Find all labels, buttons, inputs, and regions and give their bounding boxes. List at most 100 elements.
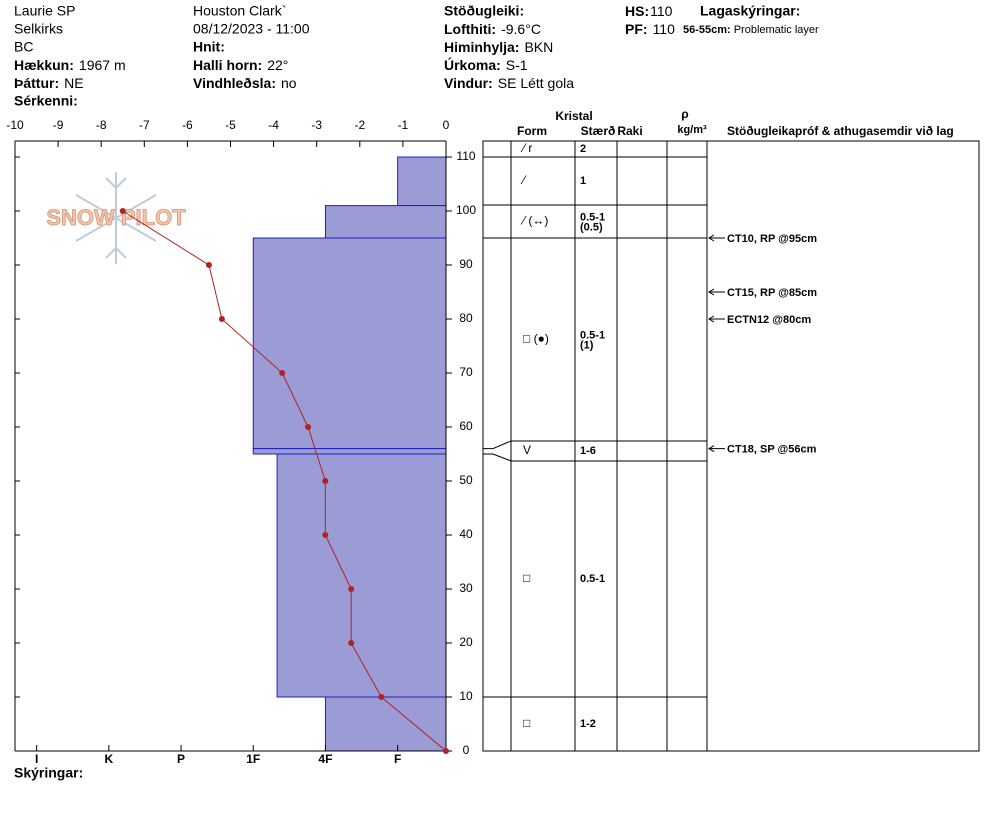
crystal-form: ⁄ r (520, 141, 532, 155)
x-tick-label: -8 (96, 118, 107, 132)
y-tick-label: 70 (459, 365, 473, 379)
field-value: no (281, 75, 297, 91)
hardness-bar (276, 453, 447, 698)
y-tick-label: 0 (463, 743, 470, 757)
temperature-point (378, 694, 385, 700)
legend-title: Lagaskýringar: (700, 3, 800, 19)
temperature-point (119, 208, 126, 214)
heading: Form (517, 124, 547, 138)
hardness-bar (252, 237, 447, 450)
hardness-tick-label: P (177, 752, 185, 766)
field-label: Hækkun: (14, 57, 74, 73)
crystal-form: □ (523, 716, 530, 730)
hardness-bar (397, 156, 447, 207)
x-tick-label: -2 (354, 118, 365, 132)
crystal-size: 0.5-1 (580, 329, 605, 341)
y-tick-label: 40 (459, 527, 473, 541)
features-label: Sérkenni: (14, 93, 78, 109)
slope: Halli horn: 22° (193, 57, 288, 73)
wind-loading: Vindhleðsla: no (193, 75, 297, 91)
connector (483, 453, 512, 462)
crystal-form: ⁄ (520, 173, 527, 187)
field-label: Úrkoma: (444, 56, 501, 73)
field-label: Vindhleðsla: (193, 75, 276, 91)
elevation: Hækkun: 1967 m (14, 57, 126, 73)
precip: Úrkoma: S-1 (444, 56, 528, 73)
field-value: 22° (267, 57, 288, 73)
test-arrow (708, 234, 725, 242)
heading: Kristal (555, 109, 592, 123)
field-label: Þáttur: (14, 75, 59, 91)
heading: kg/m³ (677, 124, 707, 136)
hardness-tick-label: K (105, 752, 114, 766)
range: Selkirks (14, 21, 63, 37)
x-tick-label: -6 (182, 118, 193, 132)
datetime: 08/12/2023 - 11:00 (193, 21, 310, 37)
field-value: 1967 m (79, 57, 126, 73)
y-tick-label: 80 (459, 311, 473, 325)
watermark-text: SNOW PILOT (46, 205, 186, 230)
field-value: S-1 (506, 57, 528, 73)
field-value: 110 (653, 21, 676, 37)
sky: Himinhylja: BKN (444, 39, 553, 55)
hardness-bar (324, 205, 447, 239)
hardness-bar (252, 448, 447, 455)
notes-label: Skýringar: (14, 765, 83, 781)
wind: Vindur: SE Létt gola (444, 75, 574, 91)
field-value: BKN (524, 39, 553, 55)
temperature-point (218, 316, 225, 322)
heading: Stöðugleikapróf & athugasemdir við lag (727, 124, 954, 138)
test-arrow (708, 445, 725, 453)
x-tick-label: 0 (443, 118, 450, 132)
hardness-tick-label: 4F (318, 752, 332, 766)
hardness-tick-label: 1F (246, 752, 260, 766)
temperature-point (322, 478, 329, 484)
field-value: SE Létt gola (498, 75, 574, 91)
crystal-form: ⁄ (↔) (520, 214, 548, 228)
temperature-point (205, 262, 212, 268)
hs: HS:110 (625, 3, 673, 19)
x-tick-label: -9 (53, 118, 64, 132)
y-tick-label: 100 (456, 203, 476, 217)
crystal-size: 0.5-1 (580, 573, 605, 585)
field-label: Lofthiti: (444, 21, 496, 37)
y-tick-label: 50 (459, 473, 473, 487)
crystal-size: 0.5-1 (580, 211, 605, 223)
x-tick-label: -4 (268, 118, 279, 132)
test-label: CT18, SP @56cm (727, 444, 817, 456)
heading: Raki (617, 124, 642, 138)
y-tick-label: 90 (459, 257, 473, 271)
hardness-tick-label: I (35, 752, 38, 766)
field-label: HS: (625, 3, 649, 19)
temperature-point (305, 424, 312, 430)
y-tick-label: 10 (459, 689, 473, 703)
aspect: Þáttur: NE (14, 75, 84, 91)
temperature-point (322, 532, 329, 538)
x-tick-label: -1 (398, 118, 409, 132)
table-frame (482, 140, 980, 752)
observer: Laurie SP (14, 3, 75, 19)
coords-label: Hnit: (193, 39, 225, 55)
legend-item: 56-55cm: Problematic layer (683, 24, 819, 36)
temperature-point (348, 640, 355, 646)
hardness-tick-label: F (394, 752, 401, 766)
field-value: NE (64, 75, 83, 91)
test-arrow (708, 315, 725, 323)
air-temp: Lofthiti: -9.6°C (444, 21, 541, 37)
field-label: Vindur: (444, 75, 493, 91)
temperature-point (443, 748, 449, 754)
location: Houston Clark` (193, 3, 286, 19)
crystal-form: V (523, 443, 531, 457)
test-arrow (708, 288, 725, 296)
crystal-form: □ (523, 571, 530, 585)
field-label: Himinhylja: (444, 39, 519, 55)
crystal-size: 1-6 (580, 445, 596, 457)
y-tick-label: 110 (456, 149, 475, 163)
pf: PF: 110 (625, 21, 675, 37)
field-value: 110 (650, 3, 673, 19)
y-tick-label: 30 (459, 581, 473, 595)
region: BC (14, 39, 33, 55)
x-tick-label: -5 (225, 118, 236, 132)
